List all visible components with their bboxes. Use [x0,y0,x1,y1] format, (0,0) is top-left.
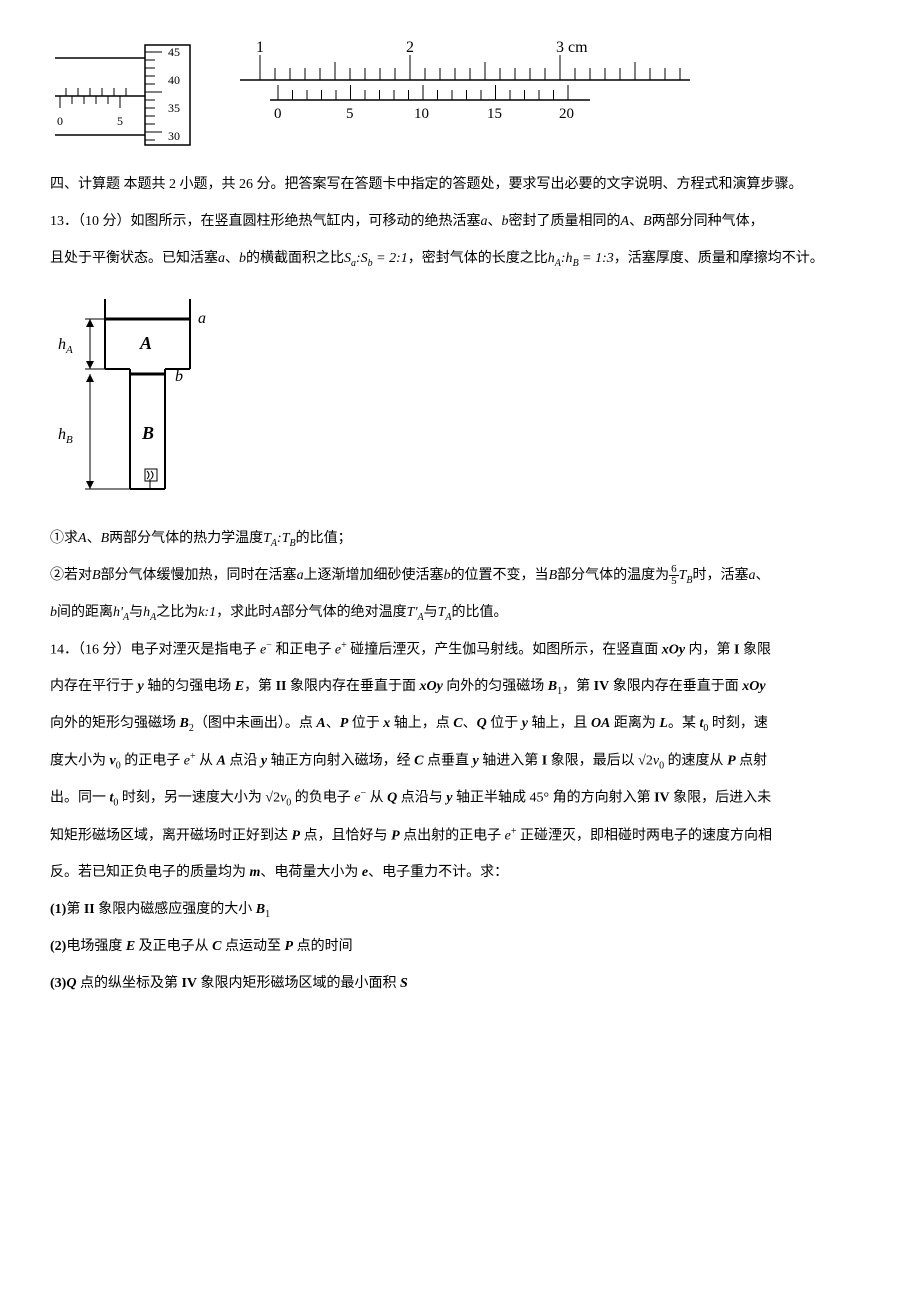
q14-p2: (2)电场强度 E 及正电子从 C 点运动至 P 点的时间 [50,932,870,963]
q14-p1: (1)第 II 象限内磁感应强度的大小 B1 [50,895,870,926]
q14-line2: 内存在平行于 y 轴的匀强电场 E，第 II 象限内存在垂直于面 xOy 向外的… [50,672,870,703]
label-b: b [175,368,183,385]
q14-num: 14．（16 分） [50,642,131,657]
q13-t1: 如图所示，在竖直圆柱形绝热气缸内，可移动的绝热活塞 [131,214,481,229]
q13-t2: 、 [488,214,502,229]
q13-t8: 的横截面积之比 [246,251,344,266]
label-B: B [141,423,154,443]
thimble-30: 30 [168,129,180,143]
q13-t5: 两部分同种气体， [652,214,764,229]
q13-num: 13．（10 分） [50,214,131,229]
label-A: A [139,333,152,353]
q13-t7: 、 [225,251,239,266]
q13-sub1: ①求A、B两部分气体的热力学温度TA:TB的比值； [50,524,870,555]
thimble-45: 45 [168,45,180,59]
q13-t6: 且处于平衡状态。已知活塞 [50,251,218,266]
label-a: a [198,310,206,327]
q13-line1: 13．（10 分）如图所示，在竖直圆柱形绝热气缸内，可移动的绝热活塞a、b密封了… [50,207,870,238]
instrument-figures: 0 5 45 40 35 30 [50,40,870,150]
thimble-40: 40 [168,73,180,87]
q13-t4: 、 [629,214,643,229]
q14-line5: 出。同一 t0 时刻，另一速度大小为 √2v0 的负电子 e− 从 Q 点沿与 … [50,783,870,814]
q14-p3: (3)Q 点的纵坐标及第 IV 象限内矩形磁场区域的最小面积 S [50,969,870,1000]
q13-t10: ，活塞厚度、质量和摩擦均不计。 [614,251,824,266]
q14-line7: 反。若已知正负电子的质量均为 m、电荷量大小为 e、电子重力不计。求： [50,858,870,889]
micrometer-main-5: 5 [117,114,123,128]
frac-den: 5 [669,576,679,587]
vern-15: 15 [487,106,502,122]
main-1: 1 [256,40,264,56]
q14-line4: 度大小为 v0 的正电子 e+ 从 A 点沿 y 轴正方向射入磁场，经 C 点垂… [50,746,870,777]
vern-0: 0 [274,106,282,122]
q13-t3: 密封了质量相同的 [509,214,621,229]
q14-line3: 向外的矩形匀强磁场 B2（图中未画出）。点 A、P 位于 x 轴上，点 C、Q … [50,709,870,740]
vern-10: 10 [414,106,429,122]
label-hB: hB [58,426,73,446]
q13-sub2b: b间的距离h'A与hA之比为k:1，求此时A部分气体的绝对温度T'A与TA的比值… [50,598,870,629]
q13-sub2: ②若对B部分气体缓慢加热，同时在活塞a上逐渐增加细砂使活塞b的位置不变，当B部分… [50,561,870,592]
vern-5: 5 [346,106,354,122]
q14-line1: 14．（16 分）电子对湮灭是指电子 e− 和正电子 e+ 碰撞后湮灭，产生伽马… [50,635,870,666]
micrometer-main-0: 0 [57,114,63,128]
label-hA: hA [58,336,73,356]
vern-20: 20 [559,106,574,122]
main-3: 3 cm [556,40,588,56]
main-2: 2 [406,40,414,56]
section4-heading: 四、计算题 本题共 2 小题，共 26 分。把答案写在答题卡中指定的答题处，要求… [50,170,870,201]
vernier-svg: 1 2 3 cm 0 5 [230,40,700,150]
q13-diagram: a A b B hA hB [50,289,870,509]
q13-line2: 且处于平衡状态。已知活塞a、b的横截面积之比Sa:Sb = 2:1，密封气体的长… [50,244,870,275]
thimble-35: 35 [168,101,180,115]
micrometer-svg: 0 5 45 40 35 30 [50,40,200,150]
q14-line6: 知矩形磁场区域，离开磁场时正好到达 P 点，且恰好与 P 点出射的正电子 e+ … [50,821,870,852]
q13-t9: ，密封气体的长度之比 [408,251,548,266]
